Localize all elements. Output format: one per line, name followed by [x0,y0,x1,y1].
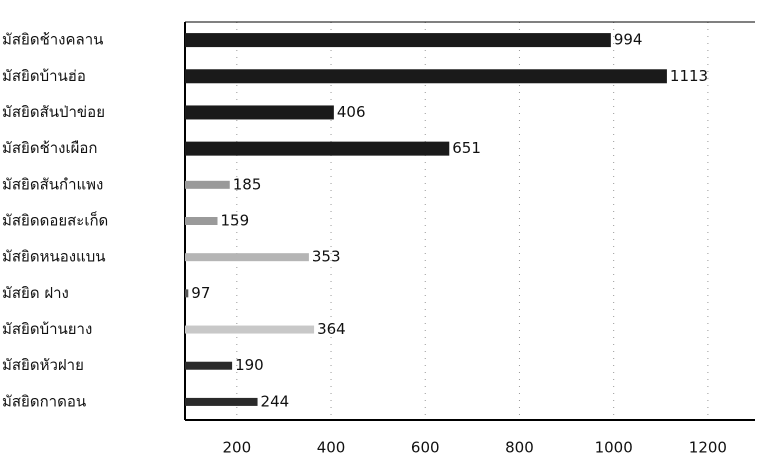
value-label: 185 [233,175,262,193]
y-tick-label: มัสยิดกาดอน [2,392,86,410]
x-tick-label: 1200 [689,439,727,457]
x-tick-label: 600 [411,439,440,457]
y-tick-label: มัสยิดดอยสะเก็ด [2,211,108,230]
bar [185,397,258,406]
y-tick-label: มัสยิดสันกำแพง [2,175,103,193]
bar [185,253,309,262]
value-label: 994 [614,31,643,49]
y-tick-label: มัสยิดสันป่าข่อย [2,103,105,121]
value-label: 190 [235,356,264,374]
value-label: 651 [452,139,481,157]
bar [185,69,667,84]
value-label: 97 [191,284,210,302]
bar [185,325,315,334]
bar [185,33,611,48]
value-label: 159 [221,212,250,230]
y-tick-label: มัสยิดหัวฝาย [2,356,84,374]
value-label: 406 [337,103,366,121]
value-label: 1113 [670,67,708,85]
y-tick-label: มัสยิดหนองแบน [2,248,106,266]
y-tick-label: มัสยิดบ้านยาง [2,320,92,338]
bar [185,141,450,156]
x-tick-label: 1000 [595,439,633,457]
bar [185,180,230,189]
value-label: 244 [261,392,290,410]
x-tick-label: 400 [317,439,346,457]
y-tick-label: มัสยิด ฝาง [2,284,69,302]
bar [185,217,218,225]
x-tick-label: 200 [222,439,251,457]
y-tick-label: มัสยิดช้างคลาน [2,31,103,49]
value-label: 364 [317,320,346,338]
bar [185,105,334,120]
value-label: 353 [312,248,341,266]
x-tick-label: 800 [505,439,534,457]
bar [185,289,189,298]
y-tick-label: มัสยิดบ้านฮ่อ [2,67,86,85]
bar [185,361,233,370]
y-tick-label: มัสยิดช้างเผือก [2,139,98,157]
